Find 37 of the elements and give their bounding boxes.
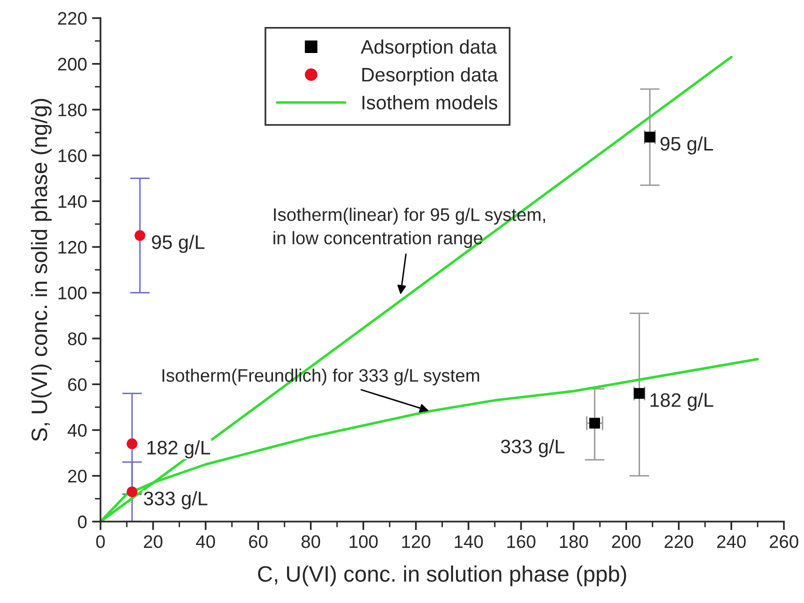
x-axis-title: C, U(VI) conc. in solution phase (ppb) <box>258 566 626 586</box>
x-tick-label: 80 <box>302 535 320 548</box>
legend-label: Isothem models <box>362 95 498 110</box>
y-tick-label: 160 <box>58 149 87 162</box>
y-axis-title: S, U(VI) conc. in solid phase (ng/g) <box>30 98 52 442</box>
x-tick-label: 40 <box>196 535 215 548</box>
x-tick-label: 100 <box>350 535 378 548</box>
y-tick-label: 60 <box>68 378 87 391</box>
y-tick-label: 140 <box>58 195 87 208</box>
x-tick-label: 20 <box>144 535 162 548</box>
y-tick-label: 0 <box>78 516 87 528</box>
x-tick-label: 260 <box>770 535 798 548</box>
y-tick-label: 20 <box>68 470 87 483</box>
x-tick-label: 140 <box>454 535 483 548</box>
annotation: 95 g/L <box>152 234 204 253</box>
annotation: 182 g/L <box>650 392 714 411</box>
annotation: 333 g/L <box>500 439 564 458</box>
annotation: 333 g/L <box>144 491 208 510</box>
x-tick-label: 120 <box>402 535 430 548</box>
y-tick-label: 200 <box>58 58 87 71</box>
x-tick-label: 0 <box>96 535 105 548</box>
y-tick-label: 220 <box>58 12 87 25</box>
x-tick-label: 200 <box>612 535 641 548</box>
x-tick-label: 160 <box>507 535 536 548</box>
x-tick-label: 180 <box>560 535 588 548</box>
y-tick-label: 100 <box>58 286 87 300</box>
x-tick-label: 220 <box>664 535 694 548</box>
y-tick-label: 40 <box>68 424 87 437</box>
y-tick-label: 180 <box>58 104 87 116</box>
legend-label: Adsorption data <box>360 39 497 58</box>
legend-label: Desorption data <box>362 67 498 86</box>
x-tick-label: 60 <box>249 535 268 548</box>
annotation: 95 g/L <box>660 136 713 154</box>
y-tick-label: 80 <box>68 332 87 346</box>
annotation: 182 g/L <box>147 440 210 458</box>
y-tick-label: 120 <box>58 240 87 254</box>
x-tick-label: 240 <box>717 535 746 548</box>
